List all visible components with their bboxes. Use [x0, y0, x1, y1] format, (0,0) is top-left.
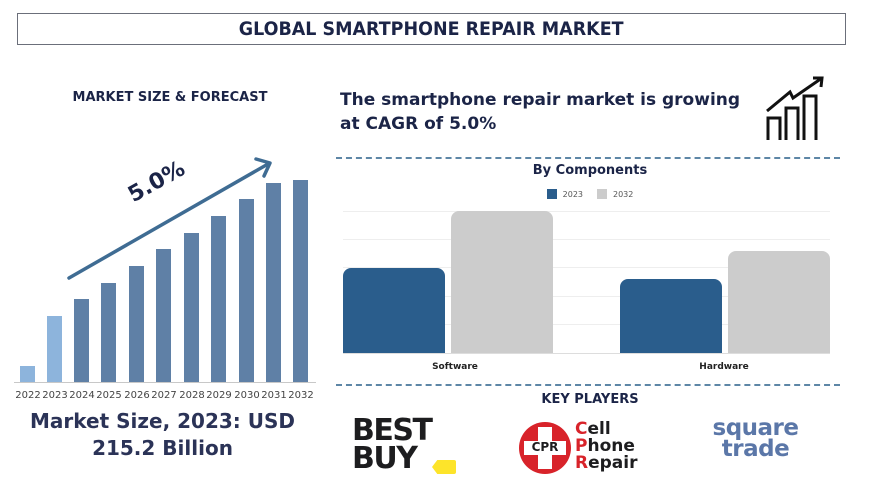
- bar-2027: [156, 249, 171, 382]
- cpr-line-phone: Phone: [575, 436, 635, 456]
- growth-chart-icon: [766, 76, 824, 140]
- bestbuy-logo: BEST BUY: [352, 413, 433, 476]
- squaretrade-line1: square: [712, 415, 800, 441]
- year-label: 2032: [288, 390, 314, 401]
- x-axis-line: [343, 353, 830, 354]
- year-label: 2030: [234, 390, 260, 401]
- bar-hardware-2023: [620, 279, 722, 353]
- year-label: 2023: [42, 390, 68, 401]
- key-players-title: KEY PLAYERS: [541, 392, 639, 407]
- bar-2030: [239, 199, 254, 382]
- bar-hardware-2032: [728, 251, 830, 353]
- cpr-badge-text: CPR: [531, 440, 559, 454]
- bar-2024: [74, 299, 89, 382]
- cpr-line-cell: Cell: [575, 419, 611, 439]
- section-divider: [336, 384, 840, 386]
- year-label: 2025: [96, 390, 122, 401]
- gridline: [343, 324, 830, 325]
- legend-swatch-2032: [597, 189, 607, 199]
- bestbuy-logo-line1: BEST: [352, 413, 433, 448]
- legend-item-2032: 2032: [597, 189, 633, 199]
- bar-2022: [20, 366, 35, 382]
- bar-2028: [184, 233, 199, 382]
- cpr-line-repair: Repair: [575, 453, 638, 473]
- bar-2032: [293, 180, 308, 382]
- bar-2023: [47, 316, 62, 382]
- cpr-logo-wordmark: Cell Phone Repair: [575, 421, 637, 472]
- squaretrade-line2: trade: [721, 436, 790, 462]
- gridline: [343, 211, 830, 212]
- legend-label: 2032: [613, 189, 634, 199]
- bar-2025: [101, 283, 116, 382]
- cagr-statement: The smartphone repair market is growing …: [340, 88, 760, 136]
- bar-2031: [266, 183, 281, 382]
- x-axis-line: [14, 382, 316, 383]
- squaretrade-logo: square trade: [708, 415, 803, 462]
- category-label-software: Software: [432, 362, 478, 372]
- price-tag-icon: [432, 460, 456, 474]
- market-size-line1: Market Size, 2023: USD: [29, 409, 295, 433]
- year-label: 2031: [261, 390, 287, 401]
- bar-2029: [211, 216, 226, 382]
- bar-software-2023: [343, 268, 445, 353]
- gridline: [343, 296, 830, 297]
- growth-arrow-icon: [67, 157, 272, 280]
- chart-legend: 2023 2032: [340, 189, 840, 199]
- gridline: [343, 267, 830, 268]
- bar-software-2032: [451, 211, 553, 353]
- category-label-hardware: Hardware: [699, 362, 749, 372]
- components-chart-title: By Components: [532, 163, 648, 178]
- year-label: 2028: [179, 390, 205, 401]
- year-label: 2027: [151, 390, 177, 401]
- legend-label: 2023: [562, 189, 583, 199]
- year-label: 2024: [69, 390, 95, 401]
- gridline: [343, 239, 830, 240]
- bestbuy-logo-line2: BUY: [352, 441, 418, 476]
- page-title: GLOBAL SMARTPHONE REPAIR MARKET: [239, 18, 624, 40]
- year-label: 2026: [124, 390, 150, 401]
- medical-cross-icon: [524, 427, 566, 469]
- bar-2026: [129, 266, 144, 382]
- market-size-heading: MARKET SIZE & FORECAST: [72, 90, 268, 105]
- legend-item-2023: 2023: [546, 189, 583, 199]
- cagr-statement-line2: at CAGR of 5.0%: [340, 114, 497, 134]
- year-label: 2022: [15, 390, 41, 401]
- legend-swatch-2023: [546, 189, 557, 199]
- title-banner: GLOBAL SMARTPHONE REPAIR MARKET: [17, 13, 846, 45]
- cagr-statement-line1: The smartphone repair market is growing: [340, 90, 741, 110]
- section-divider: [336, 157, 840, 159]
- forecast-bar-chart: [0, 150, 330, 382]
- market-size-summary: Market Size, 2023: USD 215.2 Billion: [0, 408, 325, 462]
- market-size-line2: 215.2 Billion: [92, 436, 233, 460]
- year-label: 2029: [206, 390, 232, 401]
